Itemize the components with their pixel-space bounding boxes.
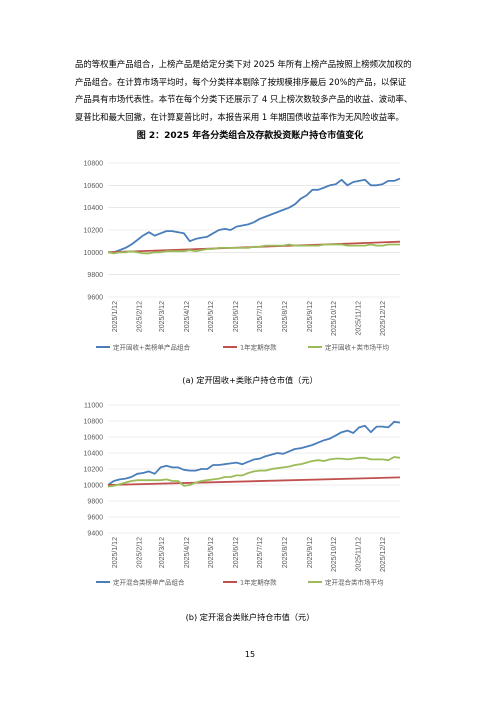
series-line-1: [108, 177, 401, 254]
chart-b-svg: 9400 9600 9800 10000 10200 10400 10600 10800 110…: [84, 403, 401, 586]
legend-label: 1年定期存款: [240, 342, 277, 351]
x-tick-label: 2025/7/12: [257, 301, 264, 332]
x-tick-label: 2025/5/12: [208, 537, 215, 568]
y-tick-label: 9800: [87, 499, 103, 506]
y-tick-label: 10800: [84, 419, 104, 426]
x-tick-label: 2025/6/12: [233, 537, 240, 568]
x-tick-label: 2025/9/12: [307, 301, 314, 332]
paragraph-line: 产品具有市场代表性。本节在每个分类下还展示了 4 只上榜次数较多产品的收益、波动…: [75, 94, 413, 104]
chart-b-caption: (b) 定开混合类账户持仓市值（元）: [185, 612, 315, 622]
y-tick-label: 10600: [84, 435, 104, 442]
paragraph-line: 品的等权重产品组合，上榜产品是给定分类下对 2025 年所有上榜产品按照上榜频次…: [75, 59, 412, 69]
x-tick-label: 2025/3/12: [159, 537, 166, 568]
y-tick-label: 10000: [84, 250, 104, 257]
paragraph-line: 产品组合。在计算市场平均时，每个分类样本剔除了按规模排序最后 20%的产品，以保…: [75, 76, 407, 87]
y-tick-label: 9800: [87, 272, 103, 279]
chart-a: 9600 9800 10000 10200 10400 10600 10800 2025/1/…: [75, 148, 415, 363]
chart-a-caption: (a) 定开固收+类账户持仓市值（元）: [182, 375, 318, 385]
legend-label: 1年定期存款: [240, 577, 277, 586]
series-line-3: [107, 243, 400, 255]
chart-b: 9400 9600 9800 10000 10200 10400 10600 10800 110…: [75, 395, 415, 600]
x-tick-label: 2025/6/12: [233, 301, 240, 332]
x-tick-label: 2025/8/12: [282, 301, 289, 332]
series-line-3: [107, 456, 401, 488]
legend-label: 定开固收+类市场平均: [325, 342, 389, 351]
paragraph-line: 夏普比和最大回撤，在计算夏普比时，本报告采用 1 年期国债收益率作为无风险收益率…: [75, 111, 404, 122]
y-tick-label: 10200: [84, 228, 104, 235]
y-tick-label: 9600: [87, 295, 103, 302]
figure-title: 图 2：2025 年各分类组合及存款投资账户持仓市值变化: [136, 131, 364, 141]
body-paragraph: 品的等权重产品组合，上榜产品是给定分类下对 2025 年所有上榜产品按照上榜频次…: [75, 56, 427, 126]
x-tick-label: 2025/7/12: [257, 537, 264, 568]
x-tick-label: 2025/4/12: [184, 537, 191, 568]
y-tick-label: 9600: [87, 515, 103, 522]
series-line-1: [107, 420, 401, 486]
legend-label: 定开混合类市场平均: [325, 577, 384, 586]
x-tick-label: 2025/11/12: [356, 537, 363, 572]
x-tick-label: 2025/5/12: [208, 301, 215, 332]
legend-label: 定开混合类榜单产品组合: [113, 577, 185, 586]
x-tick-label: 2025/4/12: [184, 301, 191, 332]
y-tick-label: 10400: [84, 451, 104, 458]
x-tick-label: 2025/12/12: [380, 537, 387, 572]
chart-a-svg: 9600 9800 10000 10200 10400 10600 10800 2025/1/…: [84, 161, 401, 351]
x-tick-label: 2025/10/12: [331, 537, 338, 572]
legend-label: 定开固收+类榜单产品组合: [113, 342, 190, 351]
x-tick-label: 2025/2/12: [137, 301, 144, 332]
y-tick-label: 9400: [87, 531, 103, 538]
y-tick-label: 10800: [84, 161, 104, 168]
y-tick-label: 10400: [84, 205, 104, 212]
x-tick-label: 2025/12/12: [380, 301, 387, 336]
y-tick-label: 10600: [84, 183, 104, 190]
x-tick-label: 2025/3/12: [159, 301, 166, 332]
series-line-2: [107, 476, 401, 486]
page-number: 15: [244, 650, 256, 659]
x-tick-label: 2025/2/12: [137, 537, 144, 568]
x-tick-label: 2025/10/12: [331, 301, 338, 336]
x-tick-label: 2025/9/12: [307, 537, 314, 568]
x-tick-label: 2025/1/12: [112, 537, 119, 568]
y-tick-label: 10000: [84, 483, 104, 490]
x-tick-label: 2025/11/12: [356, 301, 363, 336]
x-tick-label: 2025/1/12: [112, 301, 119, 332]
y-tick-label: 10200: [84, 467, 104, 474]
y-tick-label: 11000: [84, 403, 103, 410]
x-tick-label: 2025/8/12: [282, 537, 289, 568]
